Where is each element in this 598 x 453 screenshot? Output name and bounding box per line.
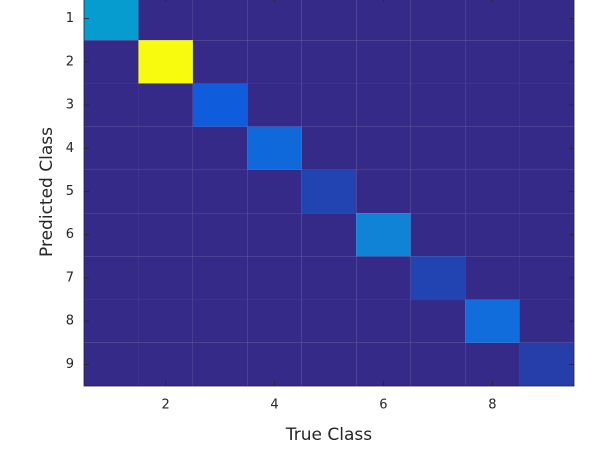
cell	[138, 213, 193, 257]
cell	[84, 40, 139, 84]
cell	[356, 299, 411, 343]
cell	[247, 83, 302, 127]
cell	[410, 40, 466, 84]
cell	[301, 299, 357, 343]
cell	[138, 299, 193, 343]
cell	[84, 213, 139, 257]
y-axis-label: Predicted Class	[37, 127, 57, 257]
cell	[84, 126, 139, 170]
cell	[138, 40, 193, 84]
cell	[519, 256, 574, 300]
cell	[301, 83, 357, 127]
x-tick-label: 8	[488, 398, 496, 413]
cell	[138, 256, 193, 300]
cell	[410, 342, 466, 386]
cell	[519, 169, 574, 214]
cell	[356, 256, 411, 300]
cell	[138, 83, 193, 127]
cell	[465, 256, 520, 300]
cell	[465, 299, 520, 343]
cell	[410, 126, 466, 170]
cell	[84, 0, 139, 41]
cell	[247, 342, 302, 386]
cell	[519, 40, 574, 84]
x-tick-label: 6	[379, 398, 387, 413]
cell	[519, 126, 574, 170]
cell	[519, 342, 574, 386]
cell	[84, 256, 139, 300]
y-tick-label: 5	[66, 184, 74, 199]
cell	[247, 126, 302, 170]
cell	[465, 169, 520, 214]
cell	[192, 256, 248, 300]
cell	[301, 213, 357, 257]
cell	[410, 256, 466, 300]
cell	[410, 83, 466, 127]
x-axis-label: True Class	[285, 425, 372, 445]
cell	[84, 83, 139, 127]
y-tick-label: 4	[66, 141, 74, 156]
cell	[356, 40, 411, 84]
cell	[192, 0, 248, 41]
cell	[247, 0, 302, 41]
x-tick-label: 4	[270, 398, 278, 413]
cell	[301, 0, 357, 41]
y-tick-label: 2	[66, 54, 74, 69]
y-tick-label: 7	[66, 270, 74, 285]
cell	[356, 83, 411, 127]
y-tick-label: 6	[66, 227, 74, 242]
cell	[84, 342, 139, 386]
cell	[192, 169, 248, 214]
cell	[465, 40, 520, 84]
cell	[519, 299, 574, 343]
cell	[465, 126, 520, 170]
cell	[192, 83, 248, 127]
cell	[138, 342, 193, 386]
cell	[192, 213, 248, 257]
cell	[465, 83, 520, 127]
cell	[410, 213, 466, 257]
cell	[356, 169, 411, 214]
y-tick-label: 8	[66, 314, 74, 329]
cell	[247, 40, 302, 84]
cell	[465, 342, 520, 386]
x-tick-label: 2	[162, 398, 170, 413]
y-tick-label: 1	[66, 11, 74, 26]
cell	[84, 299, 139, 343]
cell	[519, 83, 574, 127]
cell	[301, 256, 357, 300]
cell	[301, 40, 357, 84]
cell	[356, 213, 411, 257]
cell	[247, 169, 302, 214]
cell	[247, 213, 302, 257]
cell	[84, 169, 139, 214]
cell	[138, 169, 193, 214]
cell	[519, 213, 574, 257]
cell	[301, 342, 357, 386]
cell	[192, 126, 248, 170]
cell	[192, 40, 248, 84]
cell	[192, 299, 248, 343]
cell	[301, 169, 357, 214]
cell	[519, 0, 574, 41]
cell	[192, 342, 248, 386]
y-tick-label: 9	[66, 357, 74, 372]
cell	[465, 0, 520, 41]
cell	[356, 342, 411, 386]
cell	[410, 169, 466, 214]
cell	[410, 299, 466, 343]
cell	[247, 256, 302, 300]
y-tick-label: 3	[66, 98, 74, 113]
cell	[138, 126, 193, 170]
cell	[247, 299, 302, 343]
cell	[410, 0, 466, 41]
cell	[301, 126, 357, 170]
cell	[356, 0, 411, 41]
cell	[356, 126, 411, 170]
cell	[138, 0, 193, 41]
cell	[465, 213, 520, 257]
